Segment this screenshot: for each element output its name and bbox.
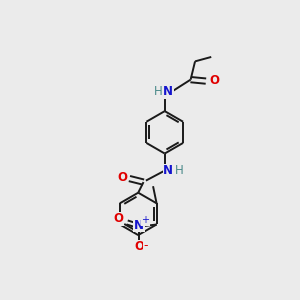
Text: O: O bbox=[134, 240, 144, 254]
Text: O: O bbox=[209, 74, 219, 87]
Text: -: - bbox=[143, 239, 148, 252]
Text: H: H bbox=[175, 164, 183, 177]
Text: N: N bbox=[163, 164, 173, 177]
Text: N: N bbox=[134, 219, 144, 232]
Text: O: O bbox=[113, 212, 123, 225]
Text: +: + bbox=[141, 215, 149, 225]
Text: H: H bbox=[154, 85, 163, 98]
Text: N: N bbox=[163, 85, 173, 98]
Text: O: O bbox=[117, 171, 127, 184]
